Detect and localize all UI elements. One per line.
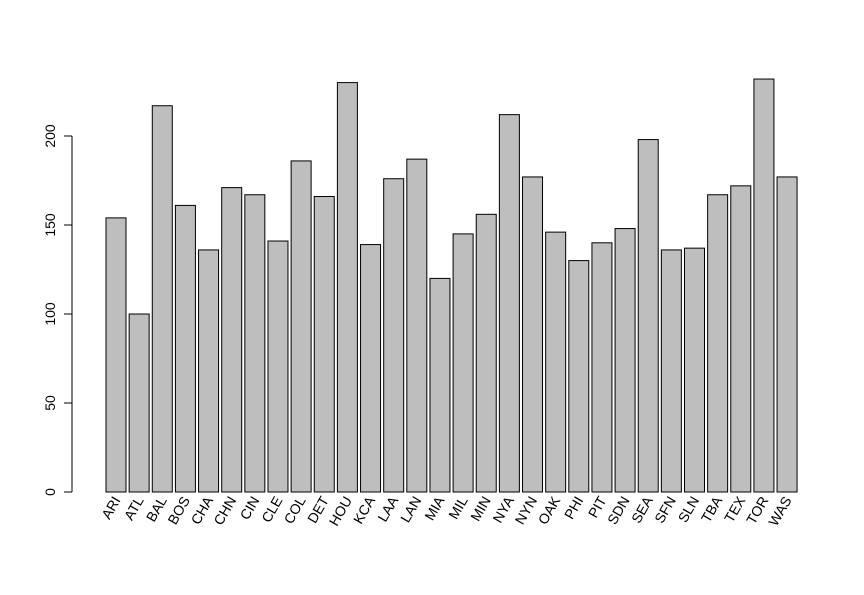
x-tick-label: TBA — [698, 493, 726, 525]
x-tick-label: MIN — [467, 494, 494, 524]
bar — [498, 114, 520, 493]
x-tick-label: SLN — [675, 494, 702, 526]
bar — [522, 176, 544, 493]
bar — [244, 194, 266, 493]
bar — [360, 244, 382, 493]
bar — [545, 231, 567, 493]
bar — [198, 249, 220, 493]
bar — [776, 176, 798, 493]
bar — [568, 260, 590, 493]
bar — [105, 217, 127, 493]
bar — [313, 196, 335, 493]
x-tick-label: KCA — [350, 493, 379, 527]
y-tick-label: 50 — [42, 395, 58, 411]
x-tick-label: NYN — [511, 494, 540, 528]
bar — [591, 242, 613, 493]
bar — [336, 82, 358, 493]
bar — [151, 105, 173, 493]
x-tick-label: WAS — [765, 494, 795, 529]
x-tick-label: MIA — [421, 493, 448, 523]
x-tick-label: BOS — [164, 494, 193, 528]
bar — [637, 139, 659, 493]
bar — [660, 249, 682, 493]
y-tick-label: 0 — [42, 488, 58, 496]
bar — [128, 313, 150, 493]
x-tick-label: PHI — [561, 494, 587, 522]
bar — [406, 158, 428, 493]
x-tick-label: SEA — [628, 493, 656, 526]
y-tick-label: 100 — [42, 302, 58, 326]
bar — [452, 233, 474, 493]
x-tick-label: CLE — [258, 494, 285, 526]
bar — [707, 194, 729, 493]
bar — [730, 185, 752, 493]
y-tick-label: 200 — [42, 124, 58, 148]
bar — [383, 178, 405, 493]
x-tick-label: LAA — [374, 493, 401, 524]
x-tick-label: SFN — [651, 494, 679, 526]
bar — [475, 213, 497, 493]
x-tick-label: ARI — [98, 494, 124, 522]
x-tick-label: HOU — [326, 494, 355, 529]
x-tick-label: SDN — [604, 494, 633, 528]
bar — [221, 187, 243, 493]
x-tick-label: LAN — [397, 494, 424, 526]
bar — [174, 204, 196, 493]
bar — [614, 228, 636, 493]
x-tick-label: MIL — [445, 493, 471, 521]
bar — [753, 78, 775, 493]
y-tick-label: 150 — [42, 213, 58, 237]
x-tick-label: OAK — [535, 493, 564, 527]
bar — [267, 240, 289, 493]
bar — [290, 160, 312, 493]
x-tick-label: COL — [280, 493, 308, 526]
x-tick-label: ATL — [121, 493, 147, 523]
bar — [429, 277, 451, 493]
bar — [684, 247, 705, 493]
x-tick-label: CHN — [210, 494, 239, 528]
